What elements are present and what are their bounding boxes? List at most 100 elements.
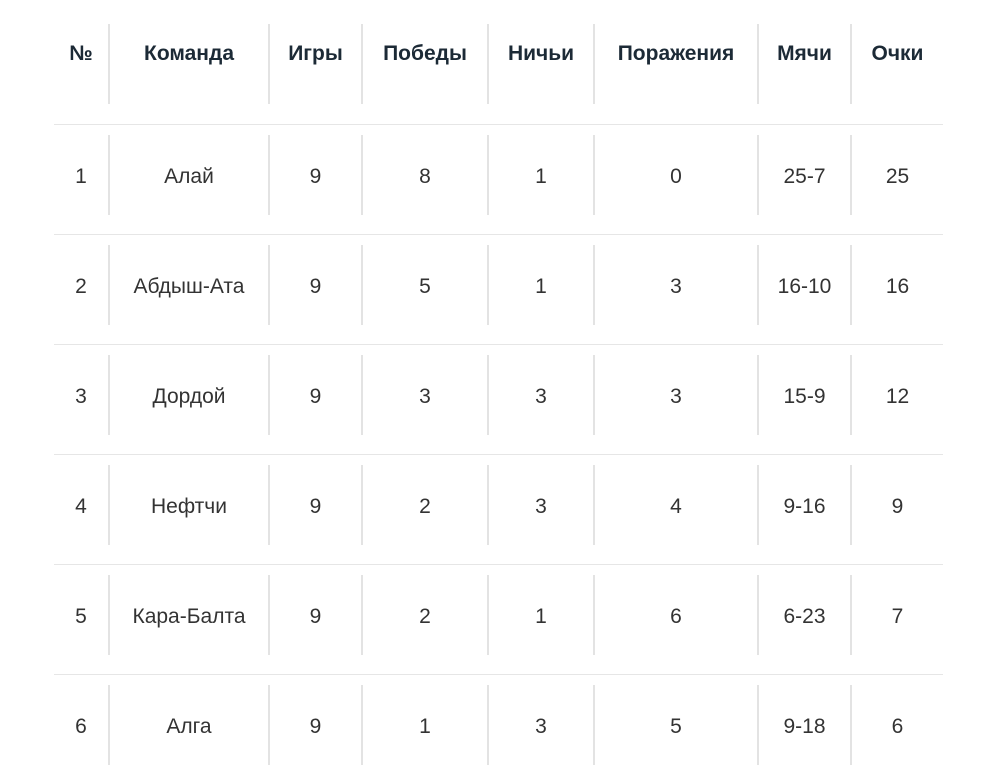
cell-goals: 25-7 xyxy=(759,125,852,234)
cell-value-losses: 4 xyxy=(595,465,759,545)
cell-points: 12 xyxy=(852,345,943,454)
cell-points: 25 xyxy=(852,125,943,234)
cell-value-goals: 6-23 xyxy=(759,575,852,655)
cell-draws: 1 xyxy=(489,125,595,234)
cell-team: Алга xyxy=(110,675,270,784)
cell-value-losses: 5 xyxy=(595,685,759,765)
cell-value-points: 6 xyxy=(891,715,904,738)
header-label-rank: № xyxy=(54,24,110,104)
cell-value-rank: 6 xyxy=(54,685,110,765)
header-points: Очки xyxy=(852,0,943,124)
cell-value-wins: 1 xyxy=(363,685,489,765)
cell-goals: 16-10 xyxy=(759,235,852,344)
cell-value-goals: 9-18 xyxy=(759,685,852,765)
cell-team: Дордой xyxy=(110,345,270,454)
table-row: 2 Абдыш-Ата 9 5 1 3 16-10 16 xyxy=(54,234,943,344)
cell-value-rank: 5 xyxy=(54,575,110,655)
header-label-games: Игры xyxy=(270,24,363,104)
cell-value-team: Нефтчи xyxy=(110,465,270,545)
cell-team: Алай xyxy=(110,125,270,234)
cell-losses: 6 xyxy=(595,565,759,674)
cell-value-team: Абдыш-Ата xyxy=(110,245,270,325)
cell-wins: 8 xyxy=(363,125,489,234)
cell-value-team: Кара-Балта xyxy=(110,575,270,655)
cell-wins: 2 xyxy=(363,455,489,564)
cell-value-losses: 6 xyxy=(595,575,759,655)
cell-value-team: Дордой xyxy=(110,355,270,435)
cell-value-draws: 3 xyxy=(489,465,595,545)
cell-value-goals: 9-16 xyxy=(759,465,852,545)
table-row: 1 Алай 9 8 1 0 25-7 25 xyxy=(54,124,943,234)
cell-value-wins: 5 xyxy=(363,245,489,325)
cell-value-losses: 3 xyxy=(595,355,759,435)
cell-value-draws: 3 xyxy=(489,355,595,435)
cell-value-games: 9 xyxy=(270,245,363,325)
cell-value-draws: 1 xyxy=(489,575,595,655)
cell-losses: 3 xyxy=(595,345,759,454)
cell-value-points: 12 xyxy=(885,385,910,408)
cell-rank: 5 xyxy=(54,565,110,674)
cell-value-points: 7 xyxy=(891,605,904,628)
cell-losses: 4 xyxy=(595,455,759,564)
cell-value-goals: 15-9 xyxy=(759,355,852,435)
cell-team: Абдыш-Ата xyxy=(110,235,270,344)
cell-value-games: 9 xyxy=(270,465,363,545)
cell-value-draws: 1 xyxy=(489,245,595,325)
header-goals: Мячи xyxy=(759,0,852,124)
cell-team: Кара-Балта xyxy=(110,565,270,674)
cell-wins: 1 xyxy=(363,675,489,784)
cell-value-goals: 16-10 xyxy=(759,245,852,325)
cell-value-draws: 1 xyxy=(489,135,595,215)
cell-games: 9 xyxy=(270,235,363,344)
cell-draws: 3 xyxy=(489,455,595,564)
cell-points: 7 xyxy=(852,565,943,674)
table-row: 3 Дордой 9 3 3 3 15-9 12 xyxy=(54,344,943,454)
header-wins: Победы xyxy=(363,0,489,124)
cell-points: 9 xyxy=(852,455,943,564)
cell-value-losses: 3 xyxy=(595,245,759,325)
cell-games: 9 xyxy=(270,675,363,784)
table-row: 4 Нефтчи 9 2 3 4 9-16 9 xyxy=(54,454,943,564)
cell-value-games: 9 xyxy=(270,575,363,655)
cell-games: 9 xyxy=(270,125,363,234)
cell-value-goals: 25-7 xyxy=(759,135,852,215)
header-label-wins: Победы xyxy=(363,24,489,104)
cell-losses: 3 xyxy=(595,235,759,344)
cell-value-team: Алга xyxy=(110,685,270,765)
cell-games: 9 xyxy=(270,455,363,564)
cell-value-losses: 0 xyxy=(595,135,759,215)
cell-value-games: 9 xyxy=(270,355,363,435)
cell-points: 6 xyxy=(852,675,943,784)
header-rank: № xyxy=(54,0,110,124)
header-label-team: Команда xyxy=(110,24,270,104)
cell-value-wins: 2 xyxy=(363,575,489,655)
cell-value-points: 16 xyxy=(885,275,910,298)
cell-value-games: 9 xyxy=(270,135,363,215)
header-label-points: Очки xyxy=(871,42,924,65)
header-losses: Поражения xyxy=(595,0,759,124)
cell-team: Нефтчи xyxy=(110,455,270,564)
header-label-draws: Ничьи xyxy=(489,24,595,104)
cell-games: 9 xyxy=(270,565,363,674)
cell-value-draws: 3 xyxy=(489,685,595,765)
cell-wins: 5 xyxy=(363,235,489,344)
header-label-goals: Мячи xyxy=(759,24,852,104)
header-row: № Команда Игры Победы Ничьи Поражения Мячи Очки xyxy=(54,0,943,124)
cell-value-wins: 2 xyxy=(363,465,489,545)
header-label-losses: Поражения xyxy=(595,24,759,104)
cell-value-rank: 3 xyxy=(54,355,110,435)
cell-draws: 3 xyxy=(489,675,595,784)
table-row: 5 Кара-Балта 9 2 1 6 6-23 7 xyxy=(54,564,943,674)
cell-goals: 9-18 xyxy=(759,675,852,784)
cell-value-rank: 4 xyxy=(54,465,110,545)
cell-rank: 6 xyxy=(54,675,110,784)
cell-rank: 2 xyxy=(54,235,110,344)
cell-value-wins: 8 xyxy=(363,135,489,215)
header-games: Игры xyxy=(270,0,363,124)
cell-value-games: 9 xyxy=(270,685,363,765)
cell-goals: 15-9 xyxy=(759,345,852,454)
cell-value-wins: 3 xyxy=(363,355,489,435)
table-row: 6 Алга 9 1 3 5 9-18 6 xyxy=(54,674,943,784)
cell-wins: 2 xyxy=(363,565,489,674)
header-team: Команда xyxy=(110,0,270,124)
